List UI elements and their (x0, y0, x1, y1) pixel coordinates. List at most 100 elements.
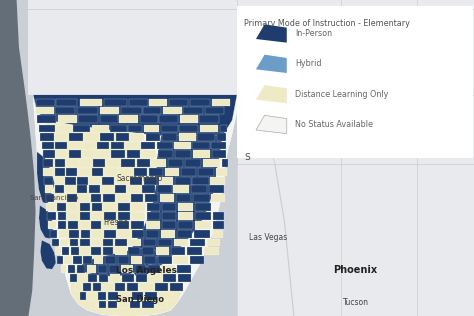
Bar (152, 159, 166, 167)
Bar (137, 159, 150, 167)
Text: S: S (245, 154, 250, 162)
Bar (128, 125, 142, 132)
Bar (93, 159, 105, 167)
Bar (162, 221, 176, 229)
Bar (90, 301, 97, 308)
Bar (191, 185, 207, 193)
Polygon shape (0, 0, 36, 316)
Polygon shape (40, 240, 56, 269)
Bar (178, 212, 193, 220)
Bar (91, 221, 101, 229)
Bar (177, 265, 191, 273)
Bar (105, 256, 116, 264)
Bar (144, 256, 156, 264)
Bar (181, 168, 196, 176)
Bar (83, 256, 92, 264)
Bar (169, 99, 188, 106)
Bar (115, 239, 127, 246)
Bar (88, 274, 97, 282)
Bar (209, 185, 224, 193)
Bar (212, 150, 226, 158)
Bar (68, 203, 78, 211)
Bar (147, 203, 160, 211)
Bar (42, 142, 54, 149)
Bar (140, 115, 158, 123)
Bar (46, 194, 54, 202)
Bar (162, 212, 176, 220)
Bar (97, 150, 109, 158)
Polygon shape (128, 136, 223, 278)
Bar (55, 159, 65, 167)
Bar (158, 150, 173, 158)
Bar (64, 256, 72, 264)
Bar (195, 212, 211, 220)
Bar (70, 239, 78, 246)
Bar (56, 99, 77, 106)
Bar (69, 230, 79, 238)
Bar (67, 194, 77, 202)
Bar (118, 256, 129, 264)
Bar (147, 212, 160, 220)
Bar (55, 247, 61, 255)
Bar (140, 283, 153, 291)
Bar (149, 274, 161, 282)
Bar (57, 256, 63, 264)
Bar (59, 230, 67, 238)
Bar (56, 194, 65, 202)
Bar (121, 265, 133, 273)
Bar (103, 194, 115, 202)
Bar (207, 239, 220, 246)
Bar (68, 212, 78, 220)
Bar (173, 256, 188, 264)
Bar (78, 115, 98, 123)
Bar (104, 212, 116, 220)
Bar (110, 274, 120, 282)
Bar (131, 256, 142, 264)
Bar (205, 107, 224, 114)
Bar (135, 265, 146, 273)
Bar (83, 142, 95, 149)
Bar (183, 107, 203, 114)
Bar (117, 221, 129, 229)
Bar (199, 115, 219, 123)
Bar (81, 247, 90, 255)
Bar (203, 159, 220, 167)
Bar (115, 247, 127, 255)
Bar (177, 230, 192, 238)
Bar (55, 142, 67, 149)
Bar (130, 177, 142, 185)
Bar (118, 230, 130, 238)
Bar (174, 142, 191, 149)
Bar (213, 221, 224, 229)
Bar (212, 230, 223, 238)
Bar (173, 185, 189, 193)
Bar (115, 185, 126, 193)
Bar (145, 292, 157, 300)
Bar (178, 274, 191, 282)
Bar (204, 247, 219, 255)
Bar (92, 168, 103, 176)
Bar (103, 221, 115, 229)
Bar (57, 203, 66, 211)
Bar (157, 185, 172, 193)
Bar (155, 301, 168, 308)
Bar (37, 115, 56, 123)
Bar (70, 274, 77, 282)
Bar (211, 194, 225, 202)
Polygon shape (81, 248, 159, 276)
Bar (195, 203, 211, 211)
Bar (39, 125, 55, 132)
Bar (121, 107, 142, 114)
Bar (143, 239, 156, 246)
Text: Los Angeles: Los Angeles (117, 266, 177, 275)
Polygon shape (237, 0, 474, 316)
Bar (47, 212, 56, 220)
Bar (141, 142, 155, 149)
Bar (77, 107, 98, 114)
Bar (45, 185, 53, 193)
Bar (65, 177, 76, 185)
Bar (132, 203, 145, 211)
Polygon shape (256, 55, 287, 73)
Bar (176, 194, 191, 202)
Bar (55, 168, 65, 176)
